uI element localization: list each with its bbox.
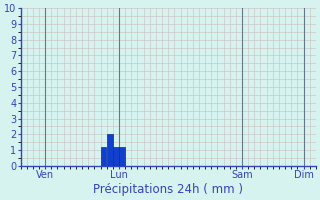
X-axis label: Précipitations 24h ( mm ): Précipitations 24h ( mm )	[93, 183, 243, 196]
Bar	[107, 134, 113, 166]
Bar	[113, 147, 119, 166]
Bar	[119, 147, 125, 166]
Bar	[101, 147, 106, 166]
